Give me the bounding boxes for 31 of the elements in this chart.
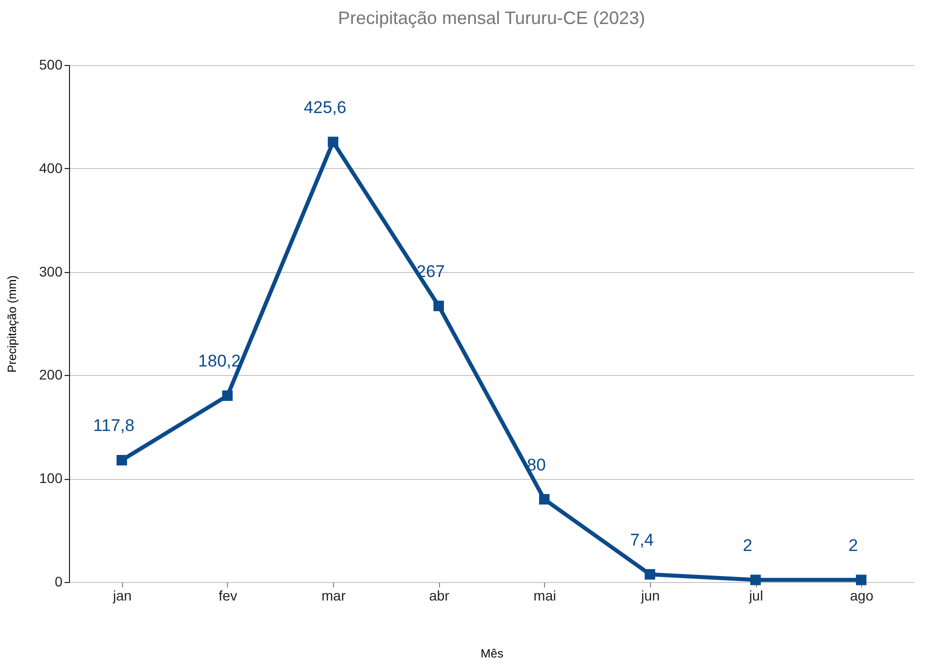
point [644, 569, 656, 580]
point [856, 574, 866, 586]
point [539, 494, 550, 505]
y-tick-label: 200 [39, 366, 63, 383]
point [116, 454, 128, 466]
x-tick-label: jan [112, 588, 132, 604]
x-tick-label: abr [429, 588, 450, 604]
y-tick-label: 400 [39, 160, 63, 176]
x-tick-label: mar [322, 588, 346, 604]
data-label: 2 [848, 536, 858, 555]
y-tick-label: 300 [39, 263, 63, 280]
x-tick-label: fev [218, 588, 238, 604]
y-tick-label: 100 [39, 470, 63, 486]
x-tick-label: jul [748, 588, 764, 604]
y-tick-label: 500 [39, 56, 63, 72]
data-label: 180,2 [198, 352, 241, 371]
x-tick-label: jun [640, 588, 660, 604]
x-tick-label: ago [850, 588, 874, 604]
point [328, 136, 338, 148]
x-tick-label: mai [534, 588, 556, 604]
point [433, 300, 444, 312]
point [222, 390, 233, 401]
point [750, 574, 761, 586]
y-axis-title: Precipitação (mm) [5, 275, 20, 373]
data-label: 7,4 [630, 530, 654, 550]
data-label: 2 [742, 536, 752, 555]
data-label: 425,6 [304, 98, 346, 117]
data-label: 117,8 [93, 416, 134, 436]
x-axis-title: Mês [480, 646, 504, 660]
y-tick-label: 0 [54, 574, 63, 590]
chart-title: Precipitação mensal Tururu-CE (2023) [338, 8, 646, 28]
